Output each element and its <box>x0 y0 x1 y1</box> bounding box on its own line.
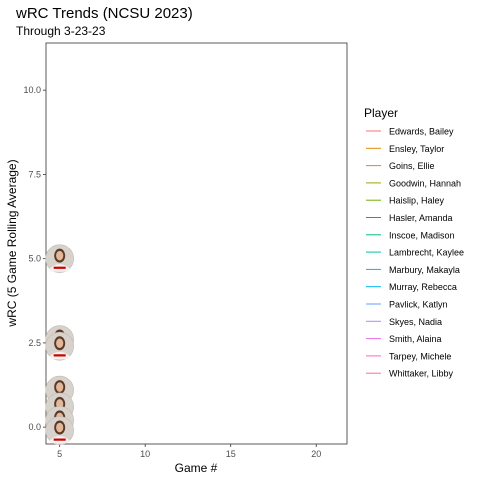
legend-item: Smith, Alaina <box>366 334 442 344</box>
player-photo-point <box>45 416 74 445</box>
x-axis-title: Game # <box>175 461 218 475</box>
x-tick-label: 20 <box>311 449 321 459</box>
legend-item: Pavlick, Katlyn <box>366 300 448 310</box>
legend-item: Hasler, Amanda <box>366 213 453 223</box>
legend-label: Skyes, Nadia <box>389 317 442 327</box>
legend-label: Haislip, Haley <box>389 196 445 206</box>
legend-label: Marbury, Makayla <box>389 265 460 275</box>
y-tick-label: 7.5 <box>28 169 41 179</box>
legend-label: Tarpey, Michele <box>389 351 451 361</box>
legend-label: Goins, Ellie <box>389 161 435 171</box>
legend-label: Edwards, Bailey <box>389 127 454 137</box>
legend-label: Whittaker, Libby <box>389 369 454 379</box>
legend-item: Tarpey, Michele <box>366 351 451 361</box>
legend-label: Inscoe, Madison <box>389 230 455 240</box>
legend-item: Inscoe, Madison <box>366 230 455 240</box>
legend-label: Murray, Rebecca <box>389 282 457 292</box>
chart-subtitle: Through 3-23-23 <box>16 24 106 38</box>
y-axis-title: wRC (5 Game Rolling Average) <box>5 159 19 327</box>
legend-item: Marbury, Makayla <box>366 265 460 275</box>
y-tick-label: 10.0 <box>23 85 41 95</box>
x-tick-label: 10 <box>140 449 150 459</box>
y-tick-label: 2.5 <box>28 338 41 348</box>
x-axis: 5 10 15 20 <box>57 444 321 459</box>
legend-label: Ensley, Taylor <box>389 144 444 154</box>
y-tick-label: 0.0 <box>28 422 41 432</box>
legend-title: Player <box>364 106 398 120</box>
legend-item: Whittaker, Libby <box>366 369 454 379</box>
plot-panel <box>45 42 348 445</box>
legend: Player Edwards, Bailey Ensley, Taylor Goin… <box>364 106 464 379</box>
legend-label: Hasler, Amanda <box>389 213 453 223</box>
legend-label: Smith, Alaina <box>389 334 442 344</box>
y-axis: 0.0 2.5 5.0 7.5 10.0 <box>23 85 46 432</box>
legend-item: Goins, Ellie <box>366 161 435 171</box>
legend-item: Murray, Rebecca <box>366 282 457 292</box>
y-tick-label: 5.0 <box>28 254 41 264</box>
player-photo-point <box>45 331 74 361</box>
legend-item: Ensley, Taylor <box>366 144 444 154</box>
legend-item: Edwards, Bailey <box>366 127 454 137</box>
x-tick-label: 5 <box>57 449 62 459</box>
legend-item: Haislip, Haley <box>366 196 445 206</box>
legend-item: Goodwin, Hannah <box>366 178 461 188</box>
legend-label: Goodwin, Hannah <box>389 178 461 188</box>
legend-label: Pavlick, Katlyn <box>389 300 448 310</box>
legend-item: Lambrecht, Kaylee <box>366 248 464 258</box>
x-tick-label: 15 <box>226 449 236 459</box>
legend-item: Skyes, Nadia <box>366 317 442 327</box>
legend-label: Lambrecht, Kaylee <box>389 248 464 258</box>
player-photo-point <box>45 244 74 273</box>
chart-title: wRC Trends (NCSU 2023) <box>15 5 193 22</box>
player-points <box>45 244 74 445</box>
